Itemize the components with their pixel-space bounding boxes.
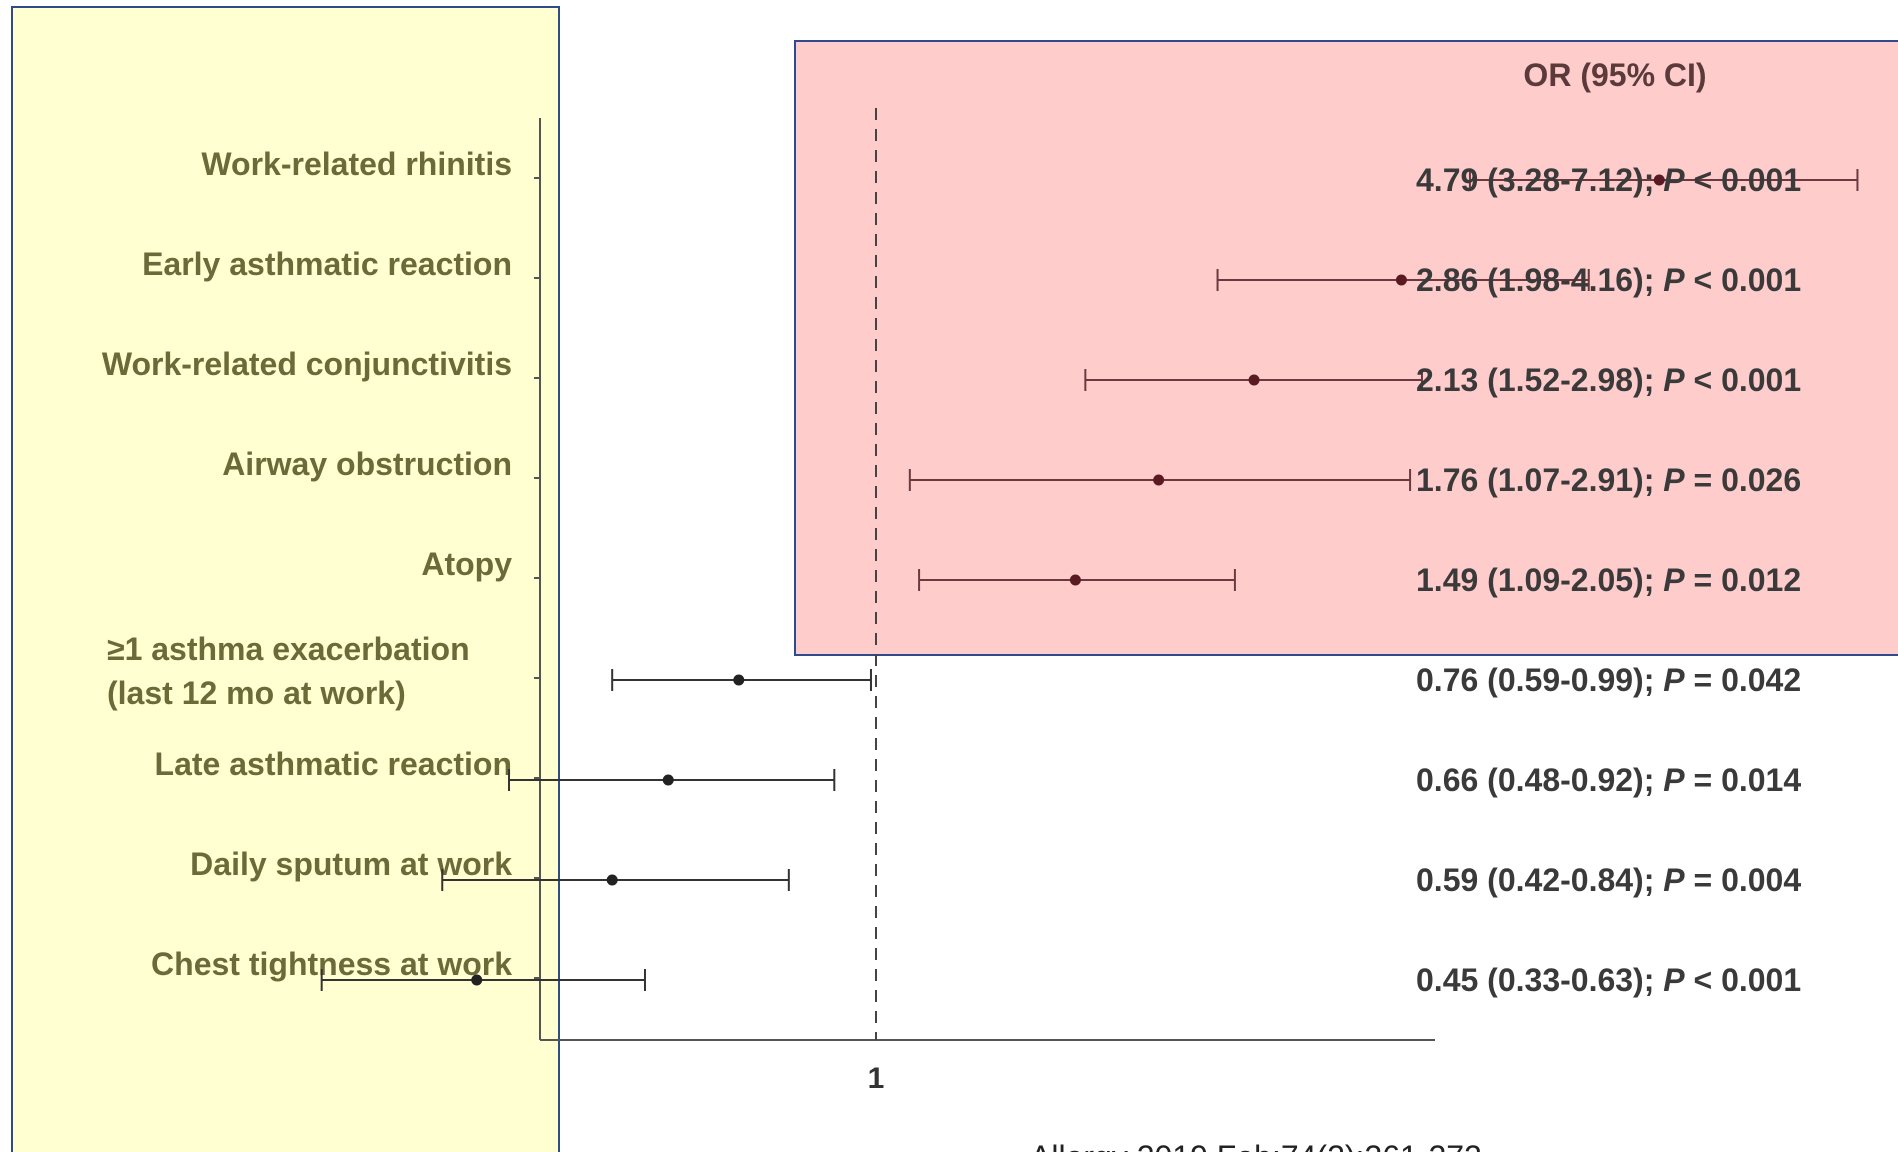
p-label: P: [1663, 762, 1685, 798]
rows: Work-related rhinitis 4.79 (3.28-7.12); P…: [102, 146, 1859, 998]
p-value: = 0.014: [1685, 762, 1802, 798]
p-value: = 0.004: [1685, 862, 1802, 898]
forest-row: Airway obstruction 1.76 (1.07-2.91); P = …: [222, 446, 1801, 498]
row-label: Work-related conjunctivitis: [102, 346, 512, 382]
p-value: = 0.026: [1685, 462, 1802, 498]
forest-row: Atopy 1.49 (1.09-2.05); P = 0.012: [421, 546, 1801, 598]
ci-value: 2.13 (1.52-2.98);: [1416, 362, 1663, 398]
source-citation: Allergy 2019 Feb;74(2):261-272: [1030, 1139, 1482, 1152]
row-label: Chest tightness at work: [151, 946, 512, 982]
p-value: < 0.001: [1685, 262, 1802, 298]
ci-text: 2.86 (1.98-4.16); P < 0.001: [1416, 262, 1801, 298]
p-label: P: [1663, 162, 1685, 198]
ci-value: 4.79 (3.28-7.12);: [1416, 162, 1663, 198]
point-estimate: [733, 674, 745, 686]
ci-value: 2.86 (1.98-4.16);: [1416, 262, 1663, 298]
highlight-panel-background: [794, 40, 1898, 656]
forest-row: Early asthmatic reaction 2.86 (1.98-4.16)…: [142, 246, 1801, 298]
forest-row: Work-related conjunctivitis 2.13 (1.52-2.…: [102, 346, 1801, 398]
p-label: P: [1663, 462, 1685, 498]
x-tick-label: 1: [868, 1062, 885, 1095]
point-estimate: [606, 874, 618, 886]
ci-value: 0.59 (0.42-0.84);: [1416, 862, 1663, 898]
row-label: Early asthmatic reaction: [142, 246, 512, 282]
row-label: Airway obstruction: [222, 446, 512, 482]
ci-value: 1.76 (1.07-2.91);: [1416, 462, 1663, 498]
row-label: ≥1 asthma exacerbation: [107, 631, 470, 667]
p-label: P: [1663, 562, 1685, 598]
ci-text: 1.49 (1.09-2.05); P = 0.012: [1416, 562, 1801, 598]
point-estimate: [1248, 374, 1260, 386]
p-label: P: [1663, 662, 1685, 698]
forest-row: ≥1 asthma exacerbation (last 12 mo at wor…: [107, 631, 1801, 711]
point-estimate: [1395, 274, 1407, 286]
p-value: = 0.012: [1685, 562, 1802, 598]
ci-text: 0.76 (0.59-0.99); P = 0.042: [1416, 662, 1801, 698]
p-label: P: [1663, 362, 1685, 398]
forest-row: Daily sputum at work 0.59 (0.42-0.84); P …: [190, 846, 1801, 898]
label-panel-background: [11, 6, 560, 1152]
forest-row: Work-related rhinitis 4.79 (3.28-7.12); P…: [201, 146, 1859, 198]
p-label: P: [1663, 962, 1685, 998]
p-label: P: [1663, 262, 1685, 298]
point-estimate: [1653, 174, 1665, 186]
ci-text: 2.13 (1.52-2.98); P < 0.001: [1416, 362, 1801, 398]
p-value: < 0.001: [1685, 162, 1802, 198]
row-label: Late asthmatic reaction: [155, 746, 512, 782]
ci-value: 0.76 (0.59-0.99);: [1416, 662, 1663, 698]
ci-text: 4.79 (3.28-7.12); P < 0.001: [1416, 162, 1801, 198]
row-label: Atopy: [421, 546, 512, 582]
column-header: OR (95% CI): [1523, 57, 1706, 93]
forest-row: Late asthmatic reaction 0.66 (0.48-0.92);…: [155, 746, 1802, 798]
p-value: < 0.001: [1685, 362, 1802, 398]
p-label: P: [1663, 862, 1685, 898]
point-estimate: [1069, 574, 1081, 586]
row-label-line2: (last 12 mo at work): [107, 675, 406, 711]
forest-row: Chest tightness at work 0.45 (0.33-0.63);…: [151, 946, 1801, 998]
ci-text: 0.45 (0.33-0.63); P < 0.001: [1416, 962, 1801, 998]
p-value: = 0.042: [1685, 662, 1802, 698]
ci-text: 1.76 (1.07-2.91); P = 0.026: [1416, 462, 1801, 498]
row-label: Daily sputum at work: [190, 846, 512, 882]
point-estimate: [471, 974, 483, 986]
ci-text: 0.66 (0.48-0.92); P = 0.014: [1416, 762, 1801, 798]
ci-value: 0.66 (0.48-0.92);: [1416, 762, 1663, 798]
ci-text: 0.59 (0.42-0.84); P = 0.004: [1416, 862, 1801, 898]
point-estimate: [662, 774, 674, 786]
point-estimate: [1153, 474, 1165, 486]
ci-value: 1.49 (1.09-2.05);: [1416, 562, 1663, 598]
row-label: Work-related rhinitis: [201, 146, 512, 182]
ci-value: 0.45 (0.33-0.63);: [1416, 962, 1663, 998]
p-value: < 0.001: [1685, 962, 1802, 998]
